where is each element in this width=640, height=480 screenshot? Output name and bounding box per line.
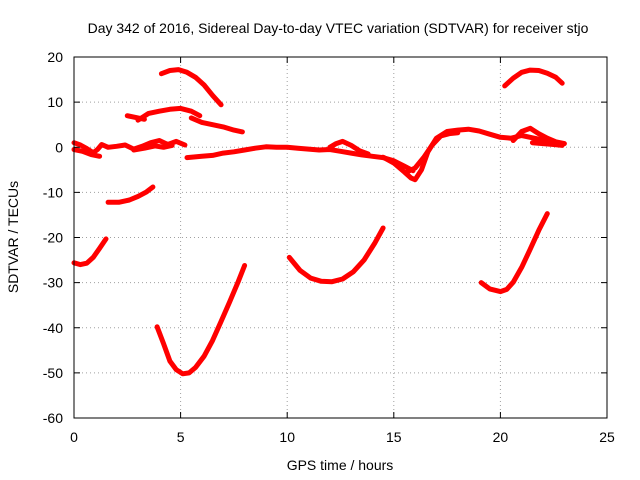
series-line-s1 — [158, 67, 224, 108]
series-line-s11 — [404, 130, 461, 175]
x-axis-label: GPS time / hours — [287, 457, 394, 473]
x-tick-label: 15 — [386, 429, 402, 445]
series-line-s13 — [529, 140, 565, 148]
series-line-s16 — [71, 236, 109, 268]
series-line-s18 — [286, 225, 386, 285]
data-series — [71, 67, 567, 377]
grid — [74, 57, 607, 418]
y-tick-label: -60 — [43, 410, 63, 426]
y-tick-label: -30 — [43, 275, 63, 291]
series-line-s9 — [327, 138, 371, 157]
series-line-s5 — [71, 138, 188, 156]
y-tick-label: 20 — [47, 49, 63, 65]
series-line-s3 — [135, 105, 203, 123]
series-line-s17 — [154, 263, 248, 377]
y-tick-label: -20 — [43, 230, 63, 246]
y-axis-label: SDTVAR / TECUs — [5, 181, 21, 293]
x-tick-label: 0 — [70, 429, 78, 445]
series-line-s8 — [184, 144, 416, 174]
y-tick-label: 0 — [55, 139, 63, 155]
axis-ticks: 0 5 10 15 20 25 -60 -50 -40 -30 -20 -10 0 10 20 — [43, 49, 615, 445]
y-tick-label: -50 — [43, 365, 63, 381]
series-line-s6 — [71, 147, 103, 159]
x-tick-label: 20 — [493, 429, 509, 445]
y-tick-label: 10 — [47, 94, 63, 110]
x-tick-label: 10 — [279, 429, 295, 445]
series-line-s12 — [510, 125, 567, 147]
series-line-s4 — [188, 115, 245, 135]
chart-title: Day 342 of 2016, Sidereal Day-to-day VTE… — [88, 20, 589, 36]
x-tick-label: 5 — [177, 429, 185, 445]
x-tick-label: 25 — [599, 429, 615, 445]
series-line-s10 — [380, 126, 565, 183]
series-line-s19 — [478, 211, 550, 295]
series-line-s7 — [131, 142, 175, 153]
series-line-s15 — [105, 184, 156, 205]
y-tick-label: -10 — [43, 184, 63, 200]
y-tick-label: -40 — [43, 320, 63, 336]
series-line-s14 — [502, 67, 565, 89]
